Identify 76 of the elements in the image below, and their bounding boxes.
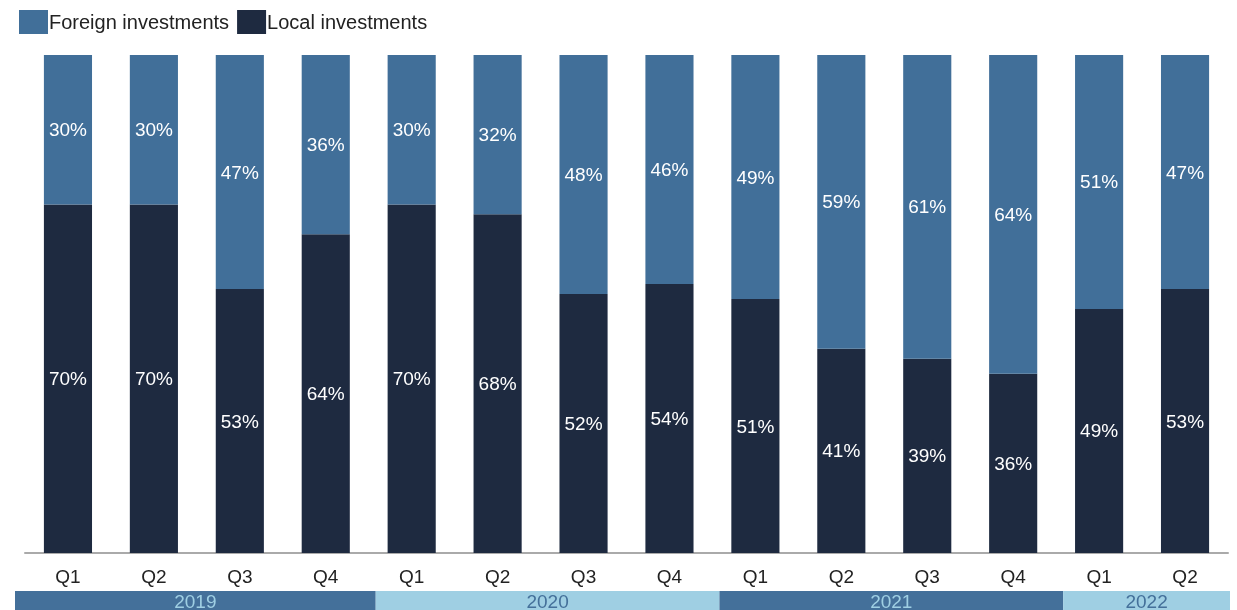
data-label: 49% bbox=[1080, 420, 1119, 442]
bar bbox=[1160, 289, 1210, 553]
data-label: 49% bbox=[736, 166, 775, 188]
text: 2019 bbox=[174, 590, 217, 610]
bar bbox=[645, 55, 694, 285]
x-tick-label: Q3 bbox=[914, 566, 940, 587]
data-label: 51% bbox=[1080, 171, 1119, 193]
data-label: 46% bbox=[650, 159, 689, 181]
x-tick-label: Q2 bbox=[1172, 566, 1198, 587]
data-label: 48% bbox=[564, 164, 603, 186]
bar bbox=[387, 204, 436, 553]
x-tick-label: Q4 bbox=[1000, 566, 1027, 587]
data-label: 36% bbox=[306, 134, 345, 156]
data-label: 30% bbox=[48, 119, 88, 141]
bar bbox=[903, 358, 952, 553]
bar bbox=[387, 55, 436, 205]
bar bbox=[43, 204, 93, 553]
bar bbox=[301, 234, 350, 553]
bar bbox=[731, 55, 780, 300]
bar bbox=[731, 299, 780, 553]
data-label: 64% bbox=[306, 383, 345, 405]
legend-label: Foreign investments bbox=[49, 11, 230, 33]
data-label: 54% bbox=[650, 408, 689, 430]
bar bbox=[903, 55, 952, 359]
bar bbox=[473, 214, 522, 553]
data-label: 36% bbox=[994, 452, 1033, 474]
x-tick-label: Q1 bbox=[399, 566, 425, 587]
data-label: 47% bbox=[1166, 161, 1205, 183]
bar bbox=[43, 55, 93, 205]
data-label: 39% bbox=[908, 445, 947, 467]
bar bbox=[215, 55, 264, 290]
text: 2021 bbox=[870, 590, 913, 610]
bar bbox=[129, 204, 178, 553]
bar bbox=[817, 55, 866, 349]
data-label: 53% bbox=[220, 410, 259, 432]
x-tick-label: Q1 bbox=[1086, 566, 1112, 587]
x-tick-label: Q3 bbox=[227, 566, 253, 587]
data-label: 59% bbox=[822, 191, 861, 213]
bar bbox=[129, 55, 178, 205]
bar bbox=[1075, 55, 1124, 309]
data-label: 30% bbox=[134, 119, 174, 141]
bar bbox=[1075, 308, 1124, 553]
legend-label: Local investments bbox=[267, 11, 428, 33]
x-tick-label: Q1 bbox=[742, 566, 769, 587]
data-label: 70% bbox=[392, 368, 431, 390]
x-tick-label: Q2 bbox=[141, 566, 167, 587]
data-label: 61% bbox=[908, 196, 947, 218]
x-tick-label: Q3 bbox=[570, 566, 597, 587]
x-tick-label: Q4 bbox=[313, 566, 339, 587]
bar bbox=[817, 348, 866, 553]
data-label: 52% bbox=[564, 413, 603, 435]
data-label: 32% bbox=[478, 124, 517, 146]
data-label: 30% bbox=[392, 119, 431, 141]
data-label: 47% bbox=[220, 161, 259, 183]
x-tick-label: Q1 bbox=[55, 566, 81, 587]
x-tick-label: Q2 bbox=[484, 566, 511, 587]
data-label: 53% bbox=[1166, 410, 1205, 432]
data-label: 64% bbox=[994, 203, 1033, 225]
bar bbox=[473, 55, 522, 215]
x-tick-label: Q4 bbox=[656, 566, 683, 587]
data-label: 41% bbox=[822, 440, 861, 462]
data-label: 70% bbox=[134, 368, 174, 390]
bar bbox=[559, 294, 608, 553]
data-label: 51% bbox=[736, 415, 775, 437]
bar bbox=[989, 55, 1038, 374]
bar bbox=[1160, 55, 1210, 290]
data-label: 70% bbox=[48, 368, 88, 390]
bar bbox=[645, 284, 694, 553]
text: 2022 bbox=[1125, 590, 1168, 610]
bar bbox=[215, 289, 264, 553]
bar bbox=[989, 373, 1038, 553]
bar bbox=[559, 55, 608, 295]
text: 2020 bbox=[526, 590, 569, 610]
data-label: 68% bbox=[478, 373, 517, 395]
x-tick-label: Q2 bbox=[828, 566, 854, 587]
bar bbox=[301, 55, 350, 235]
